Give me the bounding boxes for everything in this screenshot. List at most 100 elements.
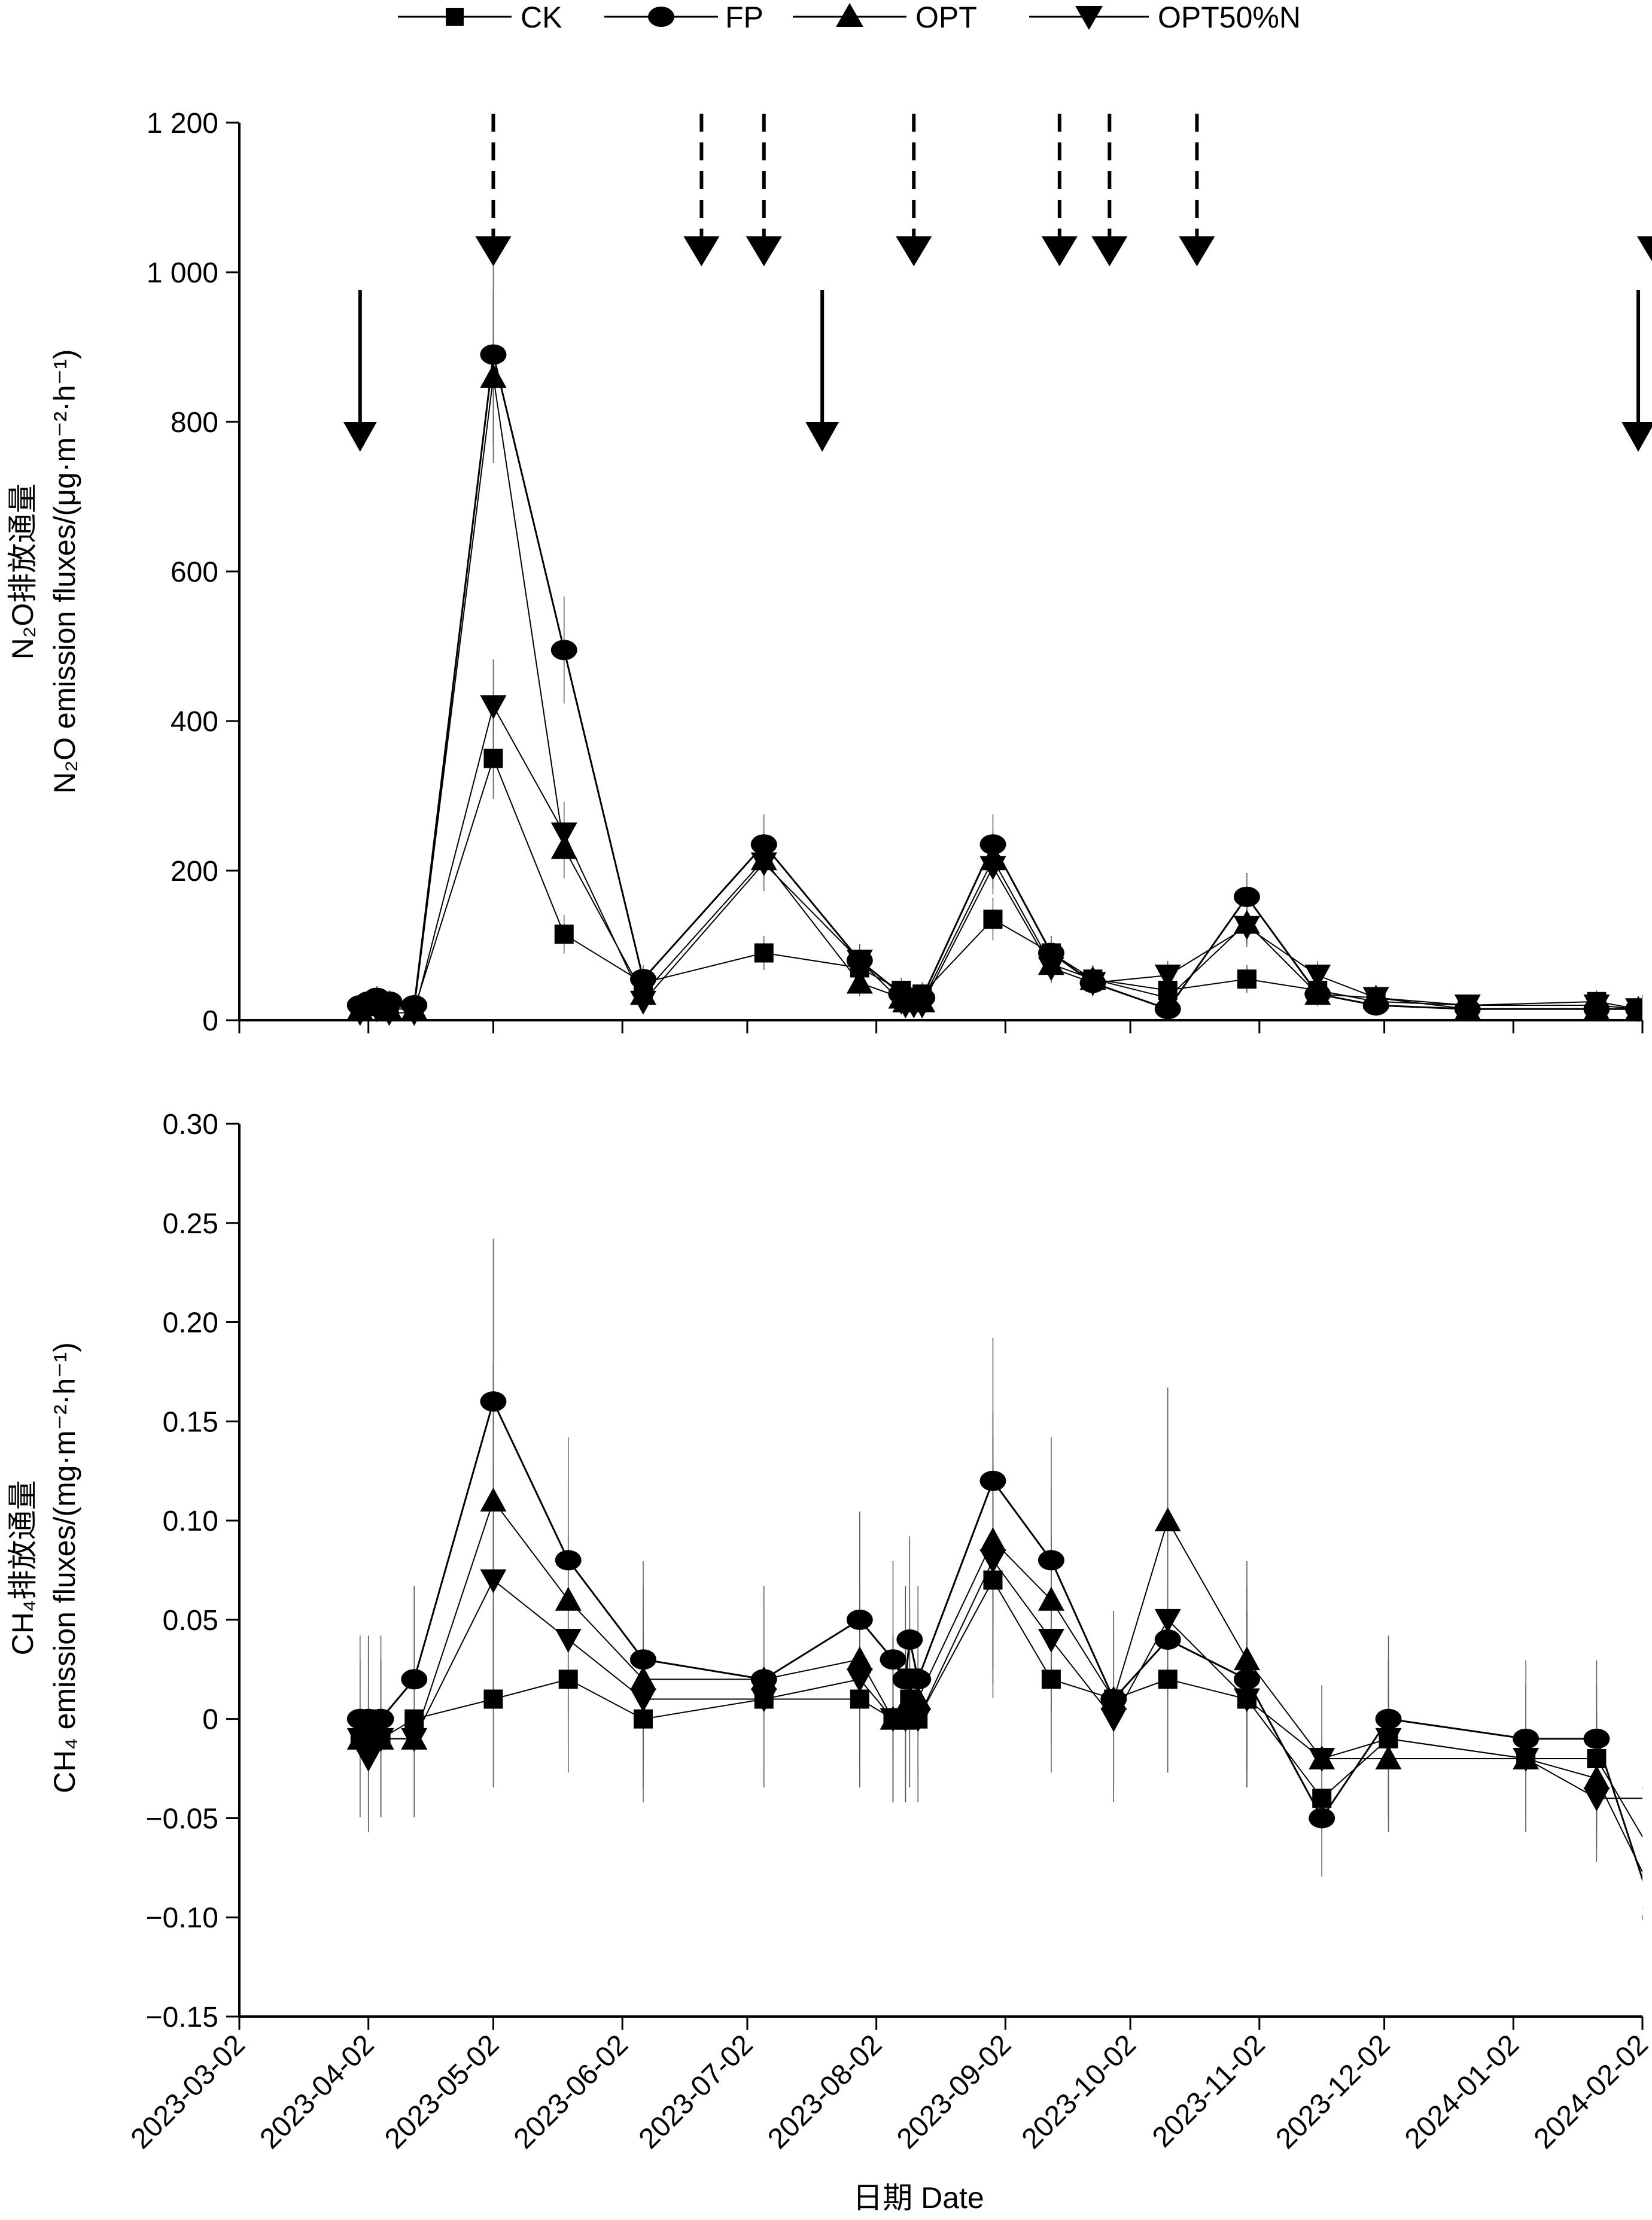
n2o-point-opt50n: [401, 1002, 428, 1026]
n2o-ytick-label: 200: [171, 856, 218, 887]
legend-item-ck: CK: [398, 1, 562, 34]
ch4-point-ck: [483, 1689, 503, 1709]
n2o-point-opt: [550, 835, 577, 859]
legend-item-opt50n: OPT50%N: [1029, 1, 1301, 34]
date-tick-label: 2023-05-02: [379, 2029, 505, 2155]
n2o-point-opt50n: [1233, 916, 1260, 940]
ch4-ytick-label: 0.30: [163, 1109, 218, 1141]
ch4-point-opt: [979, 1527, 1006, 1552]
legend-marker-circle: [648, 7, 674, 27]
ch4-point-fp: [1375, 1708, 1402, 1729]
n2o-point-fp: [1233, 886, 1260, 907]
ch4-point-fp: [880, 1649, 906, 1670]
legend-item-opt: OPT: [793, 1, 977, 34]
ch4-point-opt50n: [1583, 1787, 1610, 1812]
legend-label-opt50n: OPT50%N: [1158, 1, 1301, 34]
ch4-point-ck: [1158, 1669, 1178, 1689]
ch4-point-opt: [846, 1646, 873, 1671]
n2o-point-fp: [750, 834, 777, 855]
ch4-point-ck: [850, 1689, 869, 1709]
n2o-point-opt: [846, 969, 873, 994]
n2o-point-opt: [1641, 1014, 1642, 1016]
dashed-arrow-head: [683, 236, 720, 266]
n2o-ytick-label: 1 200: [147, 108, 218, 139]
ch4-ytick-label: 0.15: [163, 1406, 218, 1438]
n2o-point-opt: [480, 364, 507, 388]
n2o-point-opt50n: [1362, 987, 1389, 1011]
ch4-line-opt50n: [359, 1559, 1642, 1799]
ch4-ytick-label: 0.10: [163, 1506, 218, 1537]
x-axis-title: 日期 Date: [853, 2181, 984, 2215]
n2o-point-opt50n: [629, 990, 656, 1015]
n2o-point-opt50n: [909, 995, 936, 1018]
legend-marker-square: [446, 8, 464, 26]
ch4-point-opt: [1375, 1745, 1402, 1769]
n2o-ytick-label: 600: [171, 556, 218, 588]
ch4-ytick-label: 0: [202, 1704, 218, 1736]
ch4-ytick-label: 0.25: [163, 1208, 218, 1240]
ch4-point-opt50n: [979, 1549, 1006, 1574]
ch4-point-ck: [1587, 1748, 1607, 1768]
ch4-point-opt: [629, 1666, 656, 1690]
ch4-point-fp: [1583, 1728, 1610, 1749]
n2o-line-opt50n: [360, 704, 1642, 1014]
n2o-point-opt50n: [1625, 998, 1642, 1023]
n2o-point-opt50n: [979, 856, 1006, 880]
dashed-arrow-head: [896, 236, 932, 266]
ch4-point-opt: [1583, 1765, 1610, 1790]
ch4-point-opt50n: [367, 1728, 394, 1752]
ch4-ylabel-en: CH₄ emission fluxes/(mg·m⁻²·h⁻¹): [48, 1342, 81, 1793]
ch4-point-fp: [629, 1649, 656, 1670]
n2o-line-fp: [360, 354, 1642, 1011]
legend-label-opt: OPT: [915, 1, 977, 34]
ch4-point-opt: [1038, 1586, 1064, 1611]
ch4-x-ticks: [238, 2017, 1644, 2030]
dashed-arrow-head: [475, 236, 512, 266]
legend-item-fp: FP: [604, 1, 763, 34]
ch4-point-ck: [558, 1669, 578, 1689]
ch4-point-opt50n: [480, 1569, 507, 1593]
n2o-point-ck: [754, 943, 774, 963]
dashed-arrow-head: [1041, 236, 1078, 266]
n2o-point-fp: [1646, 954, 1652, 974]
ch4-point-opt50n: [1309, 1747, 1335, 1772]
n2o-point-opt: [1304, 981, 1331, 1005]
ch4-point-opt50n: [401, 1728, 428, 1752]
ch4-point-opt50n: [750, 1688, 777, 1713]
ch4-point-ck: [1041, 1669, 1061, 1689]
ch4-point-opt50n: [346, 1728, 373, 1752]
ch4-point-opt: [1100, 1686, 1127, 1710]
date-tick-label: 2023-10-02: [1016, 2029, 1142, 2155]
ch4-ytick-label: −0.15: [146, 2002, 218, 2033]
n2o-point-opt50n: [1154, 965, 1181, 989]
ch4-point-fp: [896, 1629, 923, 1650]
ch4-point-opt50n: [1375, 1728, 1402, 1752]
ch4-line-ck: [359, 1579, 1642, 1838]
n2o-point-ck: [1237, 969, 1257, 989]
ch4-point-fp: [1038, 1550, 1064, 1571]
n2o-point-opt: [1646, 962, 1652, 986]
ch4-point-ck: [983, 1570, 1003, 1590]
dashed-arrow-head: [746, 236, 782, 266]
date-tick-label: 2024-01-02: [1399, 2029, 1525, 2155]
n2o-ylabel-en: N₂O emission fluxes/(μg·m⁻²·h⁻¹): [48, 349, 81, 794]
n2o-point-ck: [1650, 989, 1652, 1008]
ch4-point-opt50n: [846, 1668, 873, 1693]
n2o-point-opt50n: [376, 1002, 403, 1026]
n2o-x-ticks: [238, 1020, 1644, 1033]
dashed-arrow-head: [1091, 236, 1128, 266]
ch4-point-fp: [401, 1669, 428, 1690]
ch4-point-opt50n: [1641, 1787, 1642, 1789]
ch4-point-opt: [1233, 1646, 1260, 1671]
dashed-arrow-head: [1636, 236, 1652, 261]
n2o-point-ck: [483, 749, 503, 768]
ch4-ytick-label: −0.05: [146, 1803, 218, 1835]
date-tick-label: 2023-06-02: [508, 2029, 634, 2155]
ch4-point-opt50n: [1100, 1708, 1127, 1732]
ch4-point-opt50n: [355, 1747, 382, 1772]
solid-arrow-head: [805, 422, 839, 452]
ch4-point-fp: [1513, 1728, 1540, 1749]
ch4-point-opt50n: [1038, 1629, 1064, 1653]
ch4-ylabel-cn: CH₄排放通量: [6, 1480, 39, 1656]
